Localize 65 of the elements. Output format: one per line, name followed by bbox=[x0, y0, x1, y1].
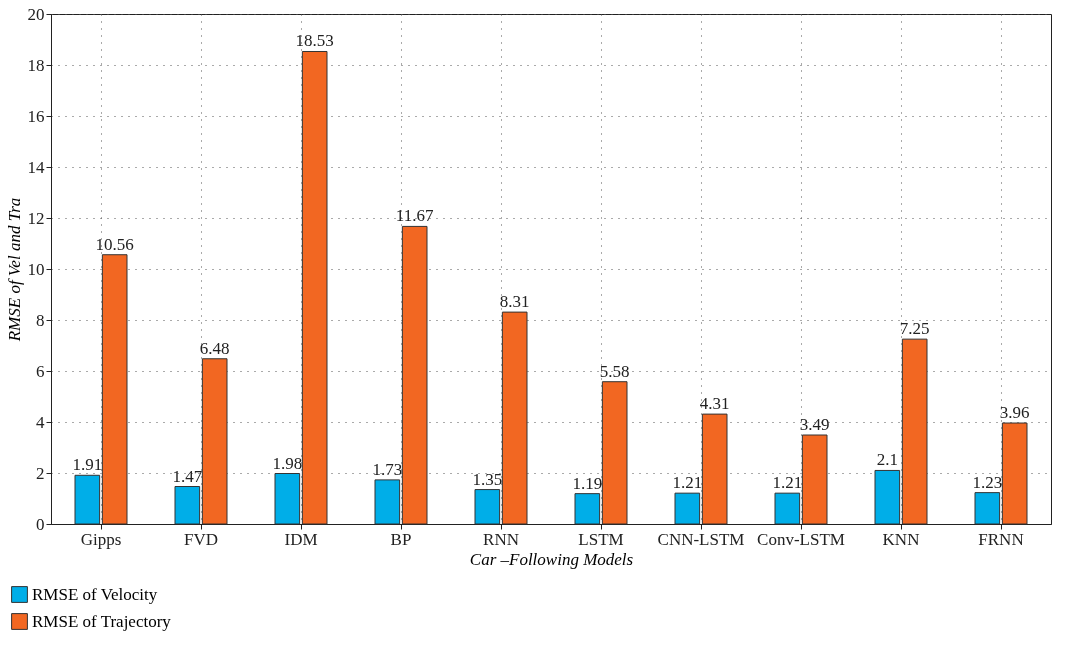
x-tick-label: FVD bbox=[183, 529, 219, 549]
y-tick-label: 16 bbox=[27, 106, 45, 126]
y-tick-label: 0 bbox=[36, 514, 45, 534]
bar bbox=[601, 381, 628, 525]
data-label: 8.31 bbox=[499, 292, 530, 312]
data-label: 11.67 bbox=[395, 206, 434, 226]
bar bbox=[101, 254, 128, 525]
x-tick-label: KNN bbox=[882, 529, 920, 549]
data-label: 2.1 bbox=[876, 450, 898, 470]
x-tick-label: Gipps bbox=[80, 529, 122, 549]
data-label: 4.31 bbox=[699, 394, 730, 414]
bar bbox=[701, 413, 728, 525]
y-tick-label: 18 bbox=[27, 55, 45, 75]
bar bbox=[801, 434, 828, 525]
data-label: 3.96 bbox=[999, 403, 1030, 423]
data-label: 1.35 bbox=[472, 469, 503, 489]
data-label: 6.48 bbox=[199, 338, 230, 358]
bar bbox=[201, 358, 228, 525]
bar bbox=[874, 469, 901, 525]
data-label: 7.25 bbox=[899, 319, 930, 339]
bar bbox=[574, 493, 601, 525]
y-tick-label: 20 bbox=[27, 4, 45, 24]
bar bbox=[174, 486, 201, 525]
bar bbox=[301, 50, 328, 525]
x-tick-label: RNN bbox=[483, 529, 519, 549]
data-label: 1.98 bbox=[272, 453, 303, 473]
data-label: 1.19 bbox=[572, 473, 603, 493]
bar bbox=[674, 492, 701, 525]
bar bbox=[401, 225, 428, 525]
y-tick-label: 2 bbox=[36, 463, 45, 483]
bar bbox=[274, 473, 301, 525]
data-label: 1.23 bbox=[972, 472, 1003, 492]
data-label: 10.56 bbox=[95, 234, 134, 254]
x-tick-label: IDM bbox=[284, 529, 318, 549]
data-label: 5.58 bbox=[599, 361, 630, 381]
y-tick-label: 8 bbox=[36, 310, 45, 330]
legend-label: RMSE of Trajectory bbox=[32, 611, 172, 631]
y-tick-label: 6 bbox=[36, 361, 45, 381]
y-tick-label: 12 bbox=[27, 208, 45, 228]
bar bbox=[774, 492, 801, 525]
data-label: 1.91 bbox=[72, 455, 103, 475]
data-label: 3.49 bbox=[799, 415, 830, 435]
data-label: 1.73 bbox=[372, 459, 403, 479]
y-axis-title: RMSE of Vel and Tra bbox=[4, 197, 24, 343]
y-tick-label: 14 bbox=[27, 157, 45, 177]
y-tick-label: 10 bbox=[27, 259, 45, 279]
x-tick-label: BP bbox=[390, 529, 412, 549]
x-tick-label: FRNN bbox=[978, 529, 1024, 549]
bar bbox=[974, 492, 1001, 525]
bar bbox=[501, 311, 528, 525]
y-tick-label: 4 bbox=[36, 412, 45, 432]
bar bbox=[901, 338, 928, 525]
data-label: 1.21 bbox=[772, 473, 803, 493]
data-label: 1.47 bbox=[172, 466, 203, 486]
bar bbox=[1001, 422, 1028, 525]
x-tick-label: LSTM bbox=[578, 529, 624, 549]
legend-label: RMSE of Velocity bbox=[32, 584, 158, 604]
bar bbox=[74, 474, 101, 525]
x-tick-label: Conv-LSTM bbox=[757, 529, 845, 549]
data-label: 1.21 bbox=[672, 473, 703, 493]
x-tick-label: CNN-LSTM bbox=[657, 529, 745, 549]
data-label: 18.53 bbox=[295, 31, 334, 51]
x-axis-title: Car –Following Models bbox=[469, 549, 634, 569]
bar bbox=[474, 489, 501, 525]
bar bbox=[374, 479, 401, 525]
